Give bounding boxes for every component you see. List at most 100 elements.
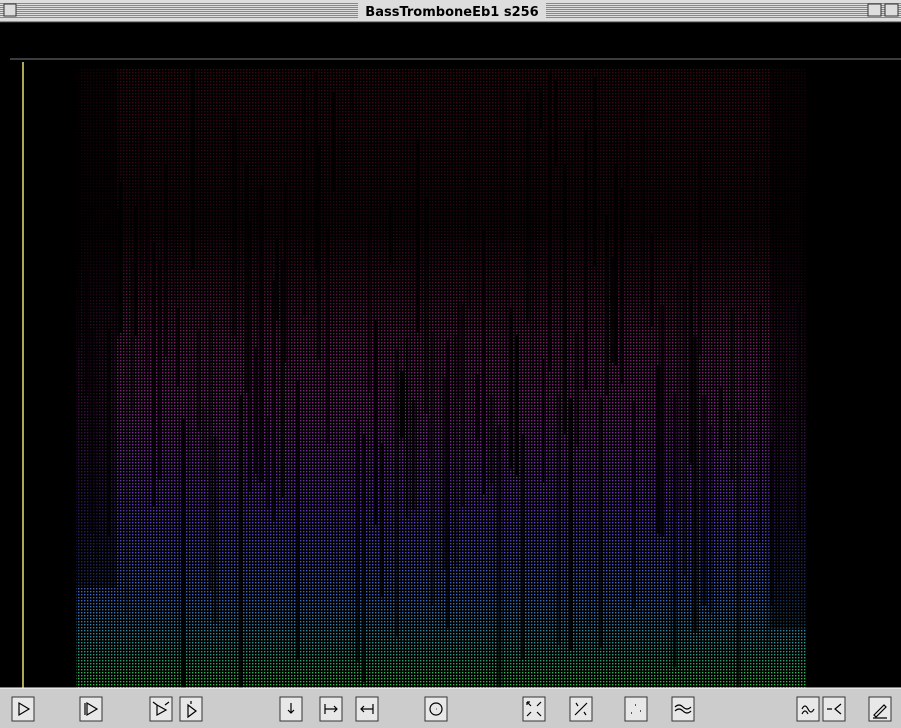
spectral-gap <box>202 408 204 479</box>
spectral-gap <box>335 420 336 592</box>
spectral-gap <box>475 374 479 441</box>
spectral-gap <box>526 93 529 322</box>
tool-button[interactable] <box>625 697 647 721</box>
spectral-gap <box>638 116 639 196</box>
spectral-gap <box>760 305 761 541</box>
spectral-gap <box>248 222 251 493</box>
spectral-gap <box>406 338 408 517</box>
spectral-gap <box>650 234 653 326</box>
tool-button[interactable] <box>823 697 845 721</box>
spectral-gap <box>153 242 156 506</box>
spectral-gap <box>281 261 283 498</box>
tool-button[interactable] <box>523 697 545 721</box>
spectral-gap <box>730 309 733 480</box>
spectral-gap <box>145 194 148 372</box>
spectral-gap <box>713 238 714 390</box>
window-title: BassTromboneEb1 s256 <box>365 5 538 20</box>
spectral-gap <box>134 207 137 336</box>
spectral-gap <box>457 301 460 399</box>
spectral-gap <box>558 394 560 646</box>
close-box[interactable] <box>4 4 16 16</box>
spectral-gap <box>736 409 738 695</box>
spectral-gap <box>158 260 162 479</box>
spectral-gap <box>702 396 706 606</box>
spectral-gap <box>389 204 391 265</box>
spectral-gap <box>643 103 645 308</box>
spectral-gap <box>396 348 399 636</box>
spectral-gap <box>498 425 502 691</box>
spectral-gap <box>767 360 768 648</box>
spectral-gap <box>367 223 369 392</box>
tool-button[interactable] <box>672 697 694 721</box>
spectral-gap <box>469 88 471 308</box>
spectral-gap <box>725 189 726 304</box>
spectral-gap <box>432 331 434 604</box>
spectral-gap <box>600 397 602 648</box>
spectral-gap <box>439 334 440 420</box>
spectral-gap <box>192 69 194 269</box>
spectral-gap <box>181 418 185 688</box>
spectral-gap <box>660 305 664 536</box>
spectral-gap <box>454 335 457 566</box>
tool-button[interactable] <box>80 697 102 721</box>
spectral-gap <box>502 79 505 241</box>
spectral-gap <box>657 366 661 534</box>
spectral-gap <box>621 188 624 384</box>
collapse-box[interactable] <box>885 4 898 16</box>
spectral-gap <box>214 436 217 623</box>
spectral-gap <box>554 81 557 166</box>
spectral-gap <box>683 289 685 576</box>
spectral-gap <box>355 419 358 661</box>
spectral-gap <box>289 158 291 369</box>
spectral-gap <box>311 82 312 157</box>
spectral-gap <box>490 394 493 483</box>
spectral-gap <box>119 181 121 332</box>
spectral-gap <box>693 336 697 631</box>
tool-button[interactable] <box>150 697 172 721</box>
spectral-gap <box>303 78 306 316</box>
spectral-gap <box>709 425 712 613</box>
spectral-gap <box>314 72 318 269</box>
spectral-gap <box>744 314 747 459</box>
spectral-gap <box>593 77 596 267</box>
spectral-gap <box>284 182 286 363</box>
spectral-gap <box>428 418 429 458</box>
spectral-gap <box>668 178 669 477</box>
spectral-gap <box>210 310 211 590</box>
spectral-gap <box>749 79 750 338</box>
page: BassTromboneEb1 s256 (() => { const data… <box>0 0 901 728</box>
spectral-gap <box>140 131 142 276</box>
spectral-gap <box>412 400 415 510</box>
spectral-gap <box>482 229 485 494</box>
spectral-gap <box>381 444 383 598</box>
spectral-gap <box>266 417 269 509</box>
spectral-gap <box>690 264 693 464</box>
spectral-gap <box>589 370 590 625</box>
spectral-gap <box>605 215 608 395</box>
tool-button[interactable] <box>12 697 34 721</box>
spectral-gap <box>755 152 756 263</box>
spectrogram <box>76 68 806 717</box>
spectral-gap <box>506 251 507 350</box>
toolbar <box>0 688 901 728</box>
spectral-gap <box>447 340 450 628</box>
spectral-gap <box>170 370 171 638</box>
spectral-gap <box>673 393 676 667</box>
spectral-gap <box>493 428 494 716</box>
spectral-gap <box>424 196 428 414</box>
spectral-gap <box>351 70 353 112</box>
spectral-gap <box>535 203 537 333</box>
spectral-gap <box>720 387 722 449</box>
spectral-gap <box>633 400 635 607</box>
spectral-gap <box>510 307 513 469</box>
spectral-gap <box>116 209 120 336</box>
spectral-gap <box>197 329 201 431</box>
zoom-box[interactable] <box>868 4 881 16</box>
spectral-gap <box>165 163 167 356</box>
tool-button[interactable] <box>180 697 202 721</box>
spectral-gap <box>699 151 702 355</box>
spectral-gap <box>626 129 627 223</box>
spectral-gap <box>646 387 648 498</box>
spectral-gap <box>131 261 133 411</box>
right-edge-fade <box>770 68 806 628</box>
